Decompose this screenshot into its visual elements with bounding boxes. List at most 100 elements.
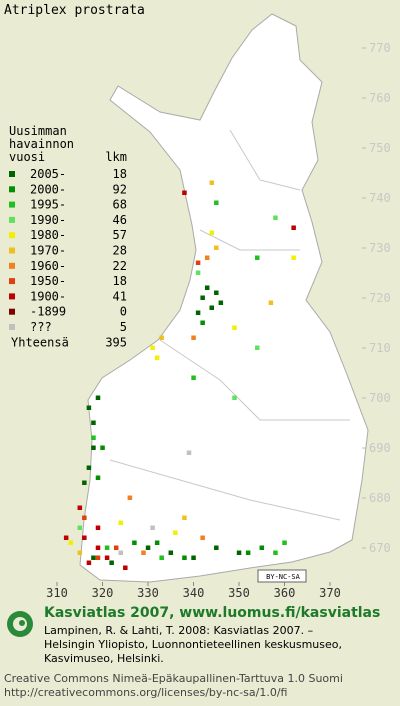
total-label: Yhteensä — [11, 335, 69, 349]
occurrence-square — [209, 180, 214, 185]
total-count: 395 — [105, 335, 127, 349]
region-border — [109, 459, 341, 521]
occurrence-square — [123, 565, 128, 570]
occurrence-square — [204, 285, 210, 290]
legend-label: 2000- — [30, 182, 66, 196]
occurrence-square — [82, 480, 87, 485]
occurrence-square — [91, 445, 96, 450]
occurrence-square — [77, 525, 83, 530]
occurrence-square — [145, 545, 151, 550]
occurrence-square — [95, 395, 101, 400]
occurrence-square — [273, 550, 278, 555]
x-tick-label: 370 — [319, 586, 341, 600]
occurrence-square — [182, 555, 187, 560]
occurrence-square — [159, 335, 164, 340]
legend-label: 1900- — [30, 289, 66, 303]
occurrence-square — [273, 215, 278, 220]
legend-swatch — [9, 293, 15, 300]
land — [79, 13, 369, 583]
occurrence-square — [232, 395, 237, 400]
y-tick-label: 700 — [369, 391, 391, 405]
license-badge-text: BY-NC-SA — [266, 573, 301, 581]
y-tick-label: 730 — [369, 241, 391, 255]
occurrence-square — [232, 325, 237, 330]
occurrence-square — [95, 545, 101, 550]
y-tick-label: 710 — [369, 341, 391, 355]
occurrence-square — [77, 550, 83, 555]
x-tick-label: 350 — [228, 586, 250, 600]
x-tick-label: 340 — [183, 586, 205, 600]
occurrence-square — [118, 520, 123, 525]
legend-heading: vuosi — [9, 150, 45, 164]
occurrence-square — [200, 320, 205, 325]
occurrence-square — [214, 200, 219, 205]
occurrence-square — [259, 545, 265, 550]
license-badge: BY-NC-SA — [257, 569, 307, 583]
occurrence-square — [214, 290, 219, 295]
occurrence-square — [209, 305, 214, 310]
legend-count: 46 — [113, 213, 127, 227]
legend-label: 1960- — [30, 259, 66, 273]
legend-swatch — [9, 186, 15, 193]
legend-swatch — [9, 308, 15, 315]
occurrence-square — [182, 515, 187, 520]
legend-label: 1990- — [30, 213, 66, 227]
legend-count: 18 — [113, 274, 127, 288]
legend-swatch — [9, 247, 15, 254]
occurrence-square — [218, 300, 224, 305]
legend-count: 0 — [120, 305, 127, 319]
occurrence-square — [86, 560, 92, 565]
occurrence-square — [255, 255, 260, 260]
legend-label: -1899 — [30, 305, 66, 319]
y-tick-label: 670 — [369, 541, 391, 555]
occurrence-square — [204, 255, 210, 260]
occurrence-square — [95, 555, 101, 560]
x-tick-label: 320 — [92, 586, 114, 600]
region-border — [159, 339, 350, 421]
y-tick-label: 740 — [369, 191, 391, 205]
legend-heading: Uusimman — [9, 124, 67, 138]
occurrence-square — [214, 245, 219, 250]
region-border — [229, 129, 301, 191]
occurrence-square — [141, 550, 146, 555]
occurrence-square — [91, 420, 96, 425]
legend-count: 92 — [113, 182, 127, 196]
occurrence-square — [104, 555, 110, 560]
occurrence-square — [150, 345, 155, 350]
occurrence-square — [186, 450, 192, 455]
legend-swatch — [9, 171, 15, 177]
legend-label: 1995- — [30, 198, 66, 212]
occurrence-square — [195, 260, 201, 265]
occurrence-square — [291, 225, 296, 230]
occurrence-square — [191, 555, 196, 560]
legend-swatch — [9, 324, 15, 330]
legend-label: 2005- — [30, 167, 66, 181]
occurrence-square — [132, 540, 137, 545]
legend-swatch — [9, 232, 15, 239]
occurrence-square — [63, 535, 69, 540]
occurrence-square — [91, 435, 96, 440]
occurrence-square — [127, 495, 133, 500]
occurrence-square — [173, 530, 178, 535]
occurrence-square — [154, 355, 160, 360]
logo — [7, 611, 33, 637]
legend-swatch — [9, 278, 15, 285]
occurrence-square — [195, 310, 201, 315]
legend-label: 1980- — [30, 228, 66, 242]
occurrence-square — [86, 405, 92, 410]
occurrence-square — [168, 550, 174, 555]
legend-count-heading: lkm — [105, 150, 127, 164]
legend-count: 28 — [113, 244, 127, 258]
legend-swatch — [9, 262, 15, 269]
occurrence-square — [91, 555, 96, 560]
occurrence-square — [182, 190, 187, 195]
legend-label: 1970- — [30, 244, 66, 258]
occurrence-square — [191, 375, 196, 380]
legend-count: 41 — [113, 289, 127, 303]
occurrence-square — [291, 255, 296, 260]
occurrence-square — [86, 465, 92, 470]
footer-heading: Kasviatlas 2007, www.luomus.fi/kasviatla… — [44, 605, 380, 621]
occurrence-square — [77, 505, 83, 510]
x-tick-label: 330 — [137, 586, 159, 600]
y-tick-label: 770 — [369, 41, 391, 55]
